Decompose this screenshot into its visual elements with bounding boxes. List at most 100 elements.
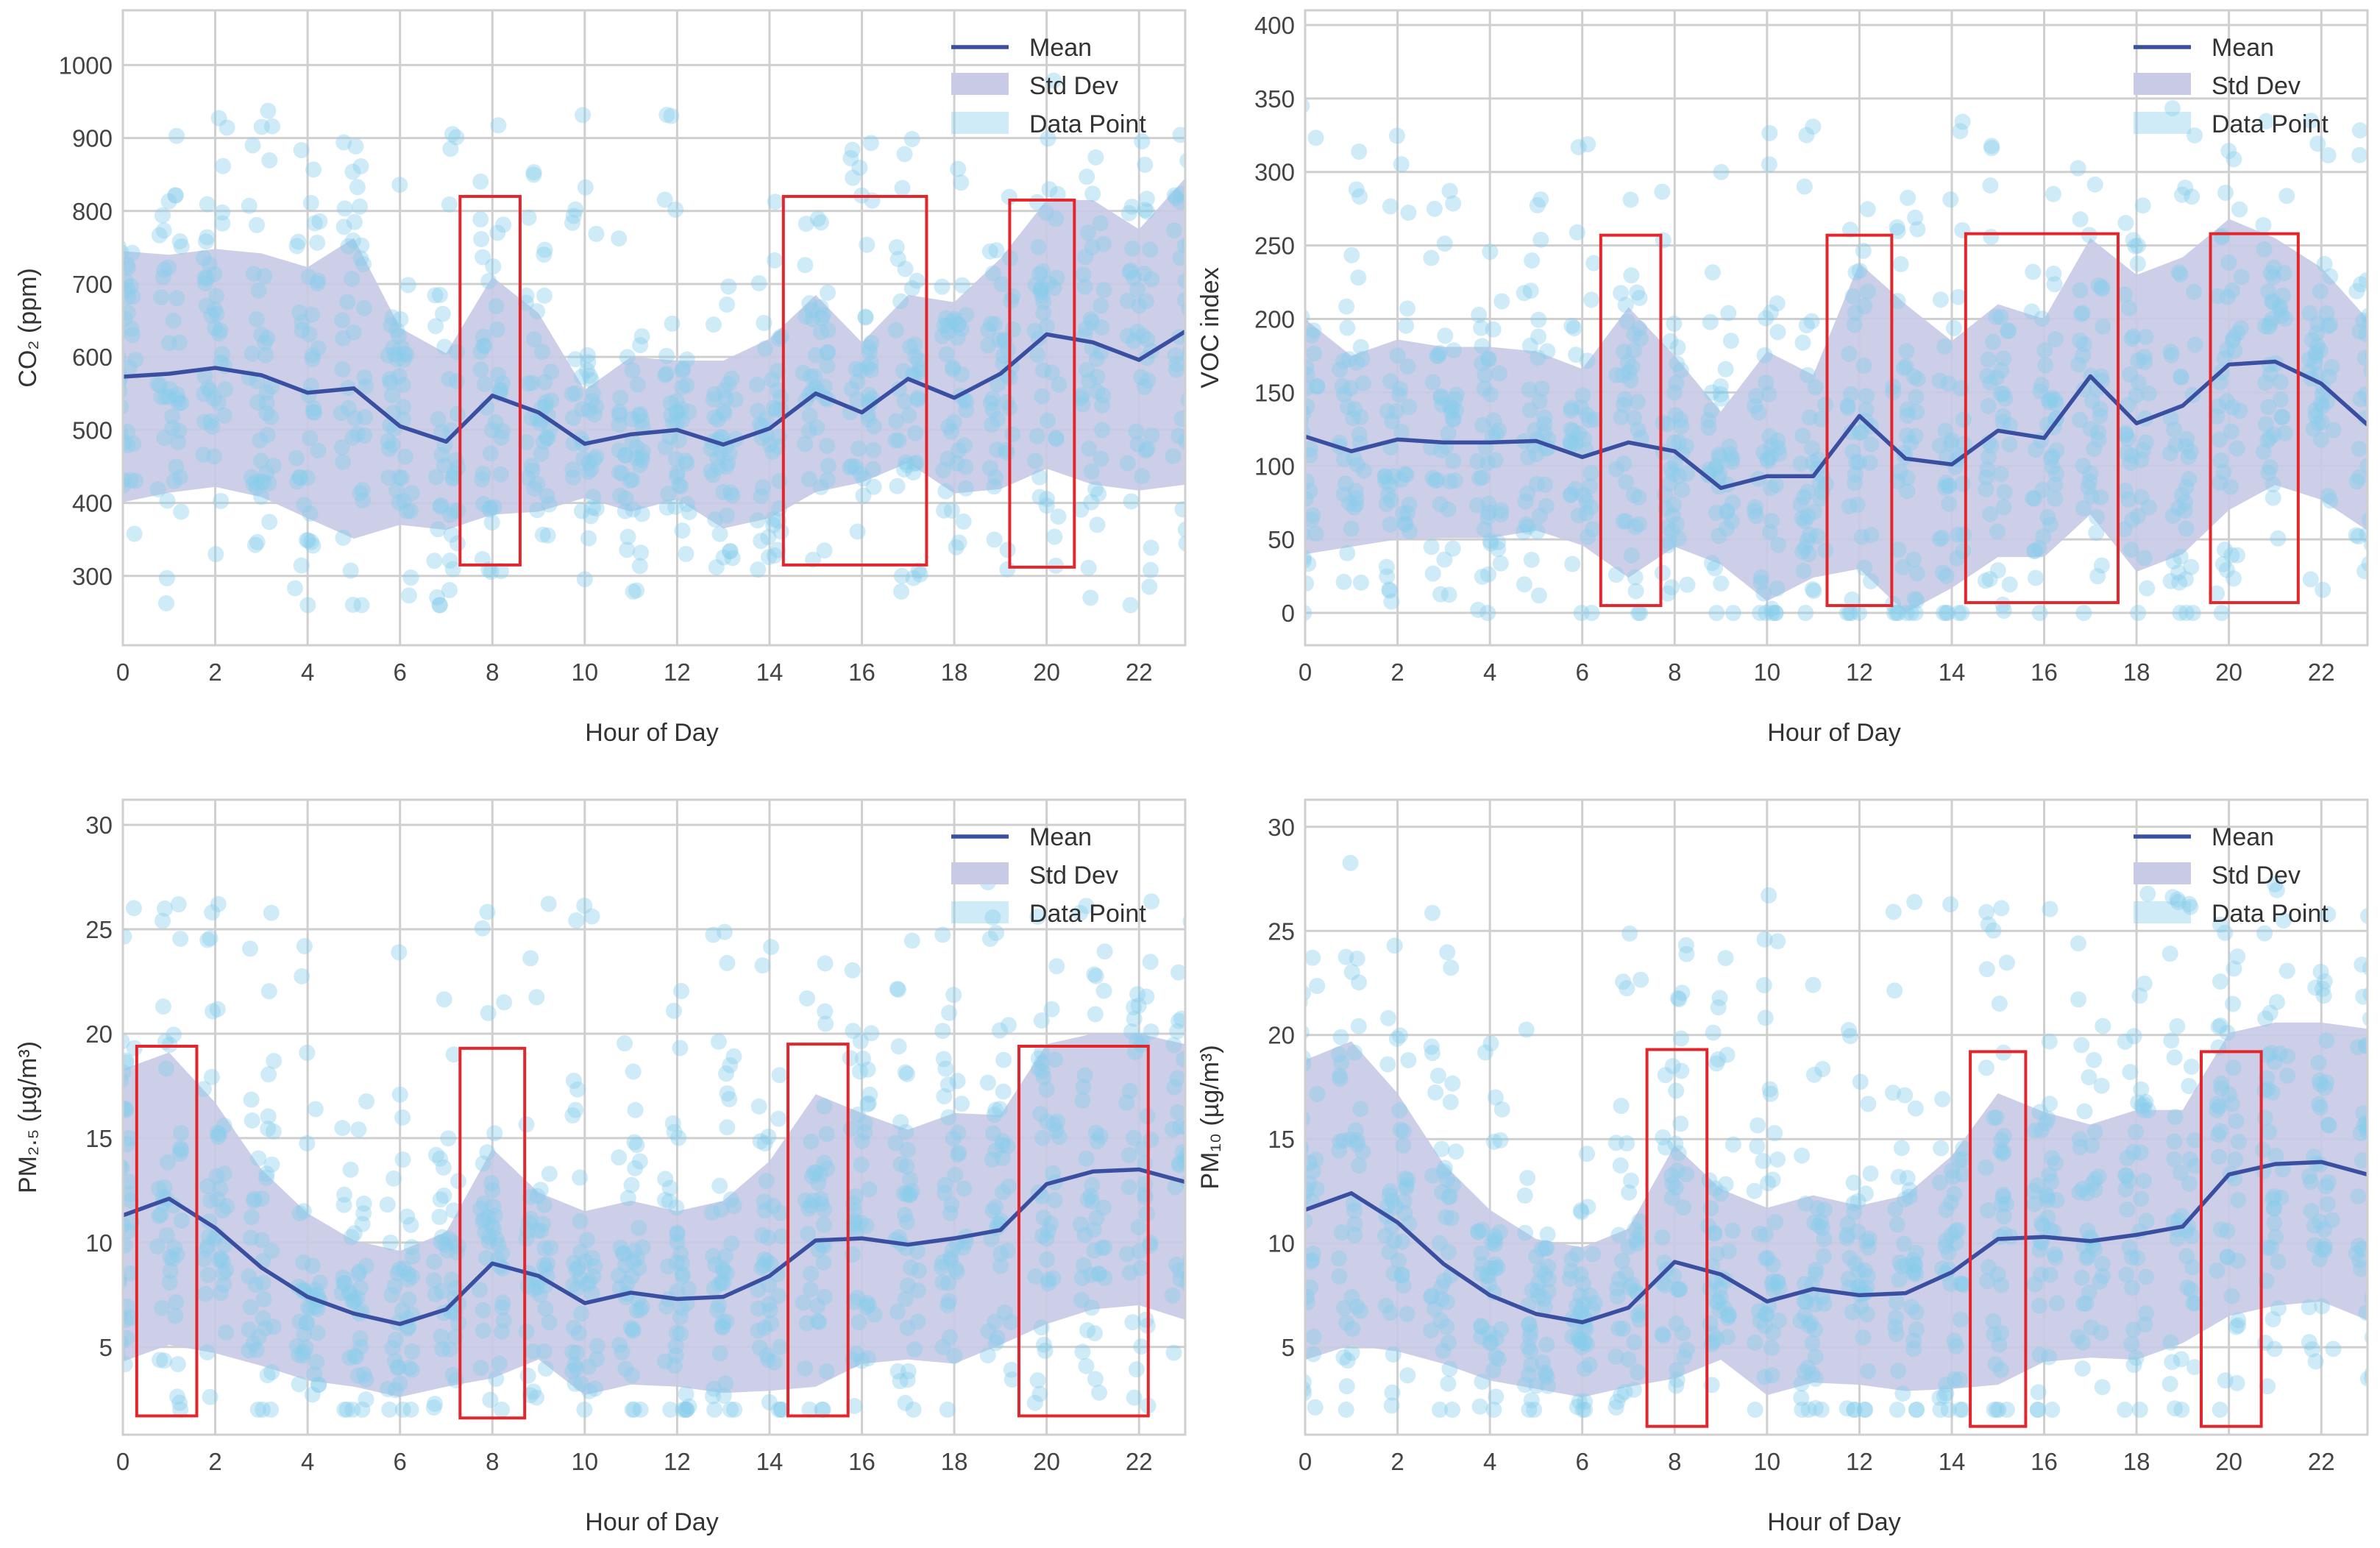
data-point xyxy=(1847,264,1864,281)
data-point xyxy=(1584,1300,1601,1317)
data-point xyxy=(1711,990,1728,1006)
data-point xyxy=(156,900,173,917)
data-point xyxy=(1187,402,1204,419)
data-point xyxy=(1073,387,1090,404)
highlight-box xyxy=(135,1044,199,1418)
data-point xyxy=(394,1401,411,1418)
data-point xyxy=(797,257,814,274)
y-tick-label: 10 xyxy=(85,1229,113,1257)
data-point xyxy=(164,419,181,436)
data-point xyxy=(656,1353,673,1370)
data-point xyxy=(2262,265,2279,282)
data-point xyxy=(2169,1018,2186,1034)
data-point xyxy=(441,196,458,213)
data-point xyxy=(2302,1174,2319,1190)
data-point xyxy=(1516,285,1532,302)
data-point xyxy=(247,536,264,553)
data-point xyxy=(123,1309,127,1324)
data-point xyxy=(1120,1147,1137,1164)
data-point xyxy=(172,1401,189,1418)
data-point xyxy=(910,1262,927,1279)
data-point xyxy=(1988,1402,2005,1419)
data-point xyxy=(1305,1182,1315,1199)
data-point xyxy=(770,1110,787,1127)
data-point xyxy=(2312,1213,2329,1230)
data-point xyxy=(761,436,778,453)
data-point xyxy=(1675,1199,1692,1216)
data-point xyxy=(940,1109,957,1126)
data-point xyxy=(1170,964,1185,981)
data-point xyxy=(433,424,450,441)
data-point xyxy=(587,1380,604,1397)
data-point xyxy=(1708,1330,1725,1347)
data-point xyxy=(1936,1388,1953,1405)
data-point xyxy=(1673,1062,1690,1079)
data-point xyxy=(2355,312,2367,329)
data-point xyxy=(1436,1160,1453,1176)
data-point xyxy=(2138,1213,2155,1229)
data-point xyxy=(1095,282,1112,299)
data-point xyxy=(2130,508,2147,525)
data-point xyxy=(1516,1187,1533,1204)
data-point xyxy=(196,368,213,385)
data-point xyxy=(2256,1109,2273,1126)
data-point xyxy=(619,542,636,558)
data-point xyxy=(158,1060,175,1077)
data-point xyxy=(1538,497,1555,514)
data-point xyxy=(934,327,951,344)
data-point xyxy=(2165,553,2182,569)
data-point xyxy=(489,224,506,241)
data-point xyxy=(678,1385,695,1402)
data-point xyxy=(1043,364,1060,381)
data-point xyxy=(1717,950,1734,967)
data-point xyxy=(1521,1316,1538,1333)
data-point xyxy=(855,470,872,487)
data-point xyxy=(252,432,269,449)
data-point xyxy=(2271,1045,2288,1062)
data-point xyxy=(1659,537,1676,554)
data-point xyxy=(342,562,359,579)
data-point xyxy=(2359,457,2367,474)
data-point xyxy=(260,983,277,1000)
data-point xyxy=(205,448,222,465)
data-point xyxy=(1126,1010,1143,1027)
data-point xyxy=(2046,1246,2063,1263)
data-point xyxy=(479,903,496,920)
data-point xyxy=(1480,495,1497,512)
data-point xyxy=(1752,569,1769,586)
data-point xyxy=(123,1136,135,1153)
data-point xyxy=(1471,1398,1488,1415)
data-point xyxy=(210,1129,227,1146)
data-point xyxy=(1582,465,1599,482)
data-point xyxy=(1809,528,1826,544)
data-point xyxy=(2039,1188,2056,1205)
data-point xyxy=(1396,1204,1413,1221)
data-point xyxy=(2220,1086,2237,1103)
data-point xyxy=(1538,1368,1555,1385)
data-point xyxy=(842,1121,859,1137)
data-point xyxy=(2183,558,2200,575)
data-point xyxy=(151,1207,168,1224)
data-point xyxy=(1573,605,1590,622)
data-point xyxy=(2227,1151,2244,1168)
data-point xyxy=(443,526,460,543)
data-point xyxy=(1853,1298,1869,1315)
data-point xyxy=(1846,1402,1863,1419)
data-point xyxy=(1531,393,1548,410)
data-point xyxy=(1471,306,1488,323)
data-point xyxy=(1979,1273,1996,1290)
data-point xyxy=(899,1141,916,1158)
data-point xyxy=(2214,555,2231,572)
data-point xyxy=(673,1300,690,1317)
data-point xyxy=(2217,924,2234,941)
data-point xyxy=(1993,1132,2010,1148)
data-point xyxy=(208,1168,225,1185)
data-point xyxy=(151,227,168,244)
data-point xyxy=(1989,1266,2006,1283)
data-point xyxy=(2301,1299,2317,1316)
data-point xyxy=(1619,980,1635,997)
data-point xyxy=(946,310,963,327)
data-point xyxy=(2024,490,2041,507)
data-point xyxy=(1703,384,1720,401)
data-point xyxy=(671,432,688,449)
